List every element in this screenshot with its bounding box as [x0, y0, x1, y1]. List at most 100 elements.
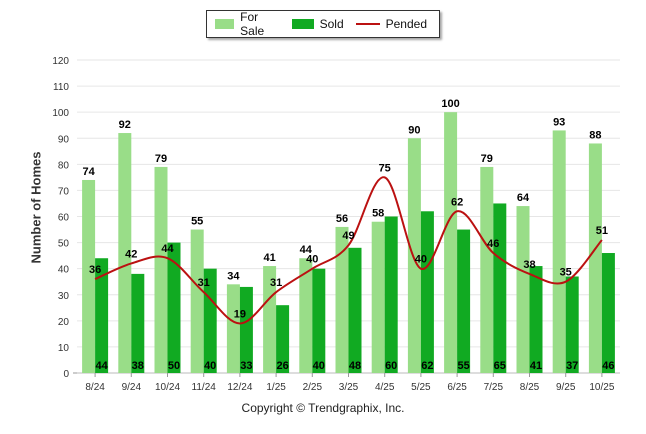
- data-label-pended-11/24: 31: [198, 277, 210, 289]
- x-tick-label-9/24: 9/24: [122, 382, 142, 393]
- legend-swatch-for-sale: [215, 19, 235, 29]
- bar-sold-9/25: [565, 276, 579, 373]
- x-tick-label-5/25: 5/25: [411, 382, 431, 393]
- data-label-sold-5/25: 62: [421, 360, 433, 372]
- bar-for-sale-4/25: [371, 221, 385, 373]
- x-tick-label-10/24: 10/24: [155, 382, 180, 393]
- y-tick-label-90: 90: [58, 134, 70, 145]
- data-label-for-sale-6/25: 100: [441, 98, 459, 110]
- bar-for-sale-7/25: [480, 166, 494, 373]
- bar-for-sale-8/25: [516, 206, 530, 373]
- bar-for-sale-9/24: [118, 133, 132, 373]
- data-label-for-sale-10/25: 88: [589, 129, 601, 141]
- bar-for-sale-11/24: [190, 229, 204, 373]
- data-label-sold-1/25: 26: [276, 360, 288, 372]
- data-label-pended-12/24: 19: [234, 308, 246, 320]
- bar-sold-1/25: [276, 305, 290, 373]
- y-tick-label-20: 20: [58, 317, 70, 328]
- bar-sold-5/25: [420, 211, 434, 373]
- bar-sold-6/25: [457, 229, 471, 373]
- legend-item-sold[interactable]: Sold: [291, 17, 344, 31]
- data-label-pended-3/25: 49: [342, 230, 354, 242]
- data-label-for-sale-8/25: 64: [517, 192, 530, 204]
- data-label-pended-8/24: 36: [89, 264, 101, 276]
- x-tick-label-8/24: 8/24: [85, 382, 105, 393]
- data-label-sold-2/25: 40: [313, 360, 325, 372]
- legend-swatch-pended: [355, 23, 380, 25]
- bar-sold-2/25: [312, 268, 326, 373]
- data-label-for-sale-9/24: 92: [119, 119, 131, 131]
- x-tick-label-8/25: 8/25: [520, 382, 540, 393]
- bar-sold-12/24: [239, 286, 253, 373]
- y-tick-label-80: 80: [58, 160, 70, 171]
- x-tick-label-3/25: 3/25: [339, 382, 359, 393]
- data-label-for-sale-5/25: 90: [408, 124, 420, 136]
- y-tick-label-40: 40: [58, 265, 70, 276]
- data-label-pended-5/25: 40: [415, 254, 427, 266]
- bar-sold-10/25: [601, 253, 615, 373]
- data-label-sold-12/24: 33: [240, 360, 252, 372]
- bar-for-sale-10/25: [588, 143, 602, 373]
- data-label-pended-2/25: 40: [306, 254, 318, 266]
- data-label-for-sale-9/25: 93: [553, 116, 565, 128]
- x-tick-label-2/25: 2/25: [303, 382, 323, 393]
- bar-sold-4/25: [384, 216, 398, 373]
- x-tick-label-12/24: 12/24: [227, 382, 252, 393]
- legend-item-pended[interactable]: Pended: [355, 17, 427, 31]
- x-tick-label-4/25: 4/25: [375, 382, 395, 393]
- bar-for-sale-10/24: [154, 166, 168, 373]
- bar-for-sale-3/25: [335, 226, 349, 373]
- y-tick-label-110: 110: [53, 82, 69, 93]
- y-tick-label-70: 70: [58, 186, 70, 197]
- data-label-for-sale-12/24: 34: [227, 270, 240, 282]
- data-label-sold-8/24: 44: [95, 360, 108, 372]
- y-tick-label-10: 10: [58, 343, 70, 354]
- bar-for-sale-9/25: [552, 130, 566, 373]
- data-label-sold-11/24: 40: [204, 360, 216, 372]
- copyright-text: Copyright © Trendgraphix, Inc.: [241, 401, 405, 415]
- y-tick-label-50: 50: [58, 239, 70, 250]
- y-tick-label-120: 120: [52, 56, 69, 67]
- data-label-pended-4/25: 75: [379, 162, 391, 174]
- data-label-pended-10/24: 44: [161, 243, 174, 255]
- data-label-sold-10/24: 50: [168, 360, 180, 372]
- x-tick-label-11/24: 11/24: [192, 382, 217, 393]
- data-label-for-sale-1/25: 41: [263, 252, 275, 264]
- data-label-for-sale-3/25: 56: [336, 213, 348, 225]
- line-pended: [94, 176, 603, 325]
- y-axis-label: Number of Homes: [28, 151, 44, 264]
- legend-item-for-sale[interactable]: For Sale: [215, 10, 280, 38]
- y-tick-label-0: 0: [63, 369, 69, 380]
- data-label-pended-9/25: 35: [560, 267, 572, 279]
- data-label-sold-10/25: 46: [602, 360, 614, 372]
- data-label-pended-7/25: 46: [487, 238, 499, 250]
- x-tick-label-9/25: 9/25: [556, 382, 576, 393]
- data-label-pended-9/24: 42: [125, 248, 137, 260]
- bar-for-sale-12/24: [226, 284, 240, 373]
- legend-swatch-sold: [291, 19, 314, 29]
- data-label-for-sale-7/25: 79: [481, 153, 493, 165]
- bar-for-sale-2/25: [299, 258, 313, 373]
- data-label-sold-9/24: 38: [132, 360, 144, 372]
- data-label-for-sale-8/24: 74: [82, 166, 95, 178]
- data-label-pended-10/25: 51: [596, 225, 608, 237]
- x-tick-label-6/25: 6/25: [447, 382, 467, 393]
- y-tick-label-30: 30: [58, 291, 70, 302]
- data-label-for-sale-2/25: 44: [300, 244, 313, 256]
- bar-sold-7/25: [493, 203, 507, 373]
- y-tick-label-100: 100: [52, 108, 69, 119]
- data-label-pended-8/25: 38: [523, 259, 535, 271]
- data-label-sold-9/25: 37: [566, 360, 578, 372]
- bar-sold-10/24: [167, 242, 181, 373]
- data-label-pended-6/25: 62: [451, 196, 463, 208]
- legend-label-sold: Sold: [319, 17, 344, 31]
- x-tick-label-1/25: 1/25: [266, 382, 286, 393]
- bar-for-sale-1/25: [263, 266, 277, 373]
- x-tick-label-7/25: 7/25: [484, 382, 504, 393]
- data-label-for-sale-11/24: 55: [191, 216, 203, 228]
- legend-label-pended: Pended: [385, 17, 427, 31]
- bar-for-sale-8/24: [82, 179, 96, 373]
- data-label-for-sale-4/25: 58: [372, 208, 384, 220]
